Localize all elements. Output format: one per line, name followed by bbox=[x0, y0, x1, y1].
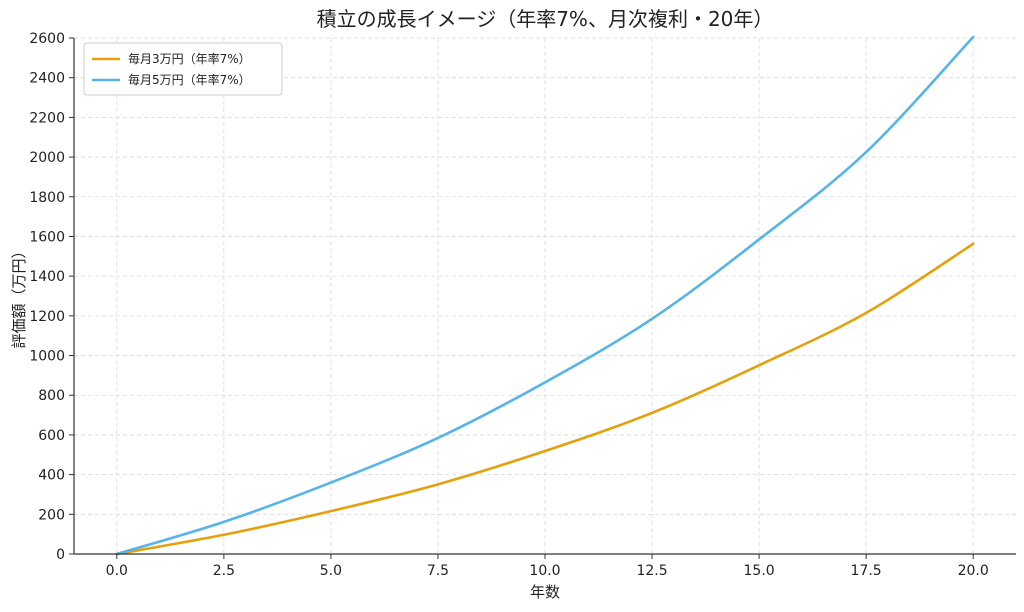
chart-title: 積立の成長イメージ（年率7%、月次複利・20年） bbox=[317, 7, 774, 31]
y-tick-label: 1800 bbox=[29, 190, 65, 206]
ticks: 0 200 400 600 800 1000 1200 1400 1600 1800 2000 220… bbox=[29, 31, 988, 579]
series-line-1 bbox=[115, 242, 975, 556]
y-tick-label: 400 bbox=[38, 468, 65, 484]
x-tick-label: 0.0 bbox=[106, 563, 128, 579]
x-tick-label: 17.5 bbox=[851, 563, 882, 579]
y-axis-label: 評価額（万円） bbox=[10, 243, 28, 348]
legend-label-series-2: 毎月5万円（年率7%） bbox=[128, 72, 251, 87]
series-lines bbox=[115, 35, 975, 556]
legend-box bbox=[83, 42, 283, 96]
y-tick-label: 2000 bbox=[29, 150, 65, 166]
grid bbox=[74, 37, 1016, 555]
y-tick-label: 1200 bbox=[29, 309, 65, 325]
y-tick-label: 1400 bbox=[29, 269, 65, 285]
y-tick-label: 2600 bbox=[29, 31, 65, 47]
y-tick-label: 200 bbox=[38, 507, 65, 523]
y-tick-label: 2400 bbox=[29, 71, 65, 87]
x-tick-label: 12.5 bbox=[636, 563, 667, 579]
y-tick-label: 1000 bbox=[29, 349, 65, 365]
legend-label-series-1: 毎月3万円（年率7%） bbox=[128, 51, 251, 66]
x-tick-label: 7.5 bbox=[427, 563, 449, 579]
x-axis-label: 年数 bbox=[530, 583, 560, 601]
x-tick-label: 2.5 bbox=[213, 563, 235, 579]
x-tick-label: 15.0 bbox=[744, 563, 775, 579]
x-tick-label: 5.0 bbox=[320, 563, 342, 579]
y-tick-label: 2200 bbox=[29, 110, 65, 126]
y-tick-label: 0 bbox=[56, 547, 65, 563]
y-tick-label: 600 bbox=[38, 428, 65, 444]
x-tick-label: 20.0 bbox=[958, 563, 989, 579]
y-tick-label: 1600 bbox=[29, 229, 65, 245]
x-tick-label: 10.0 bbox=[529, 563, 560, 579]
series-line-2 bbox=[115, 35, 975, 556]
legend: 毎月3万円（年率7%） 毎月5万円（年率7%） bbox=[83, 42, 283, 96]
y-tick-label: 800 bbox=[38, 388, 65, 404]
